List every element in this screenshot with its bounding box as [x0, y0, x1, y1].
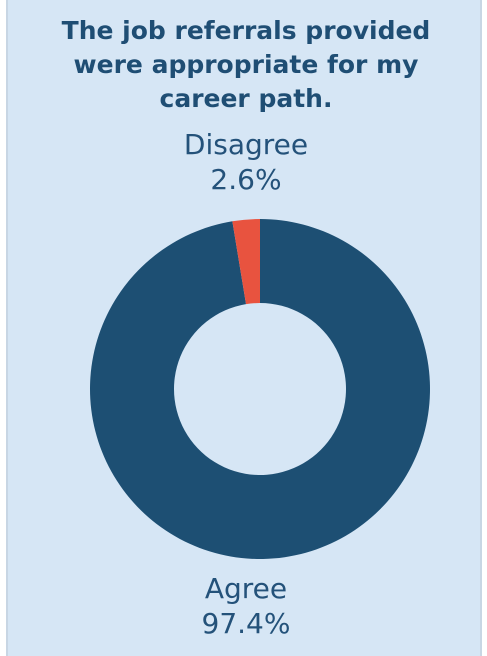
chart-title: The job referrals provided were appropri…	[61, 16, 431, 113]
slice-disagree	[232, 219, 260, 305]
agree-category-label: Agree	[204, 572, 288, 605]
donut-chart	[89, 219, 430, 560]
agree-label: Agree 97.4%	[8, 572, 484, 640]
disagree-value-label: 2.6%	[210, 163, 282, 196]
chart-card: The job referrals provided were appropri…	[6, 0, 482, 656]
agree-value-label: 97.4%	[201, 607, 291, 640]
slice-agree	[89, 219, 430, 560]
disagree-label: Disagree 2.6%	[8, 128, 484, 196]
disagree-category-label: Disagree	[183, 128, 309, 161]
